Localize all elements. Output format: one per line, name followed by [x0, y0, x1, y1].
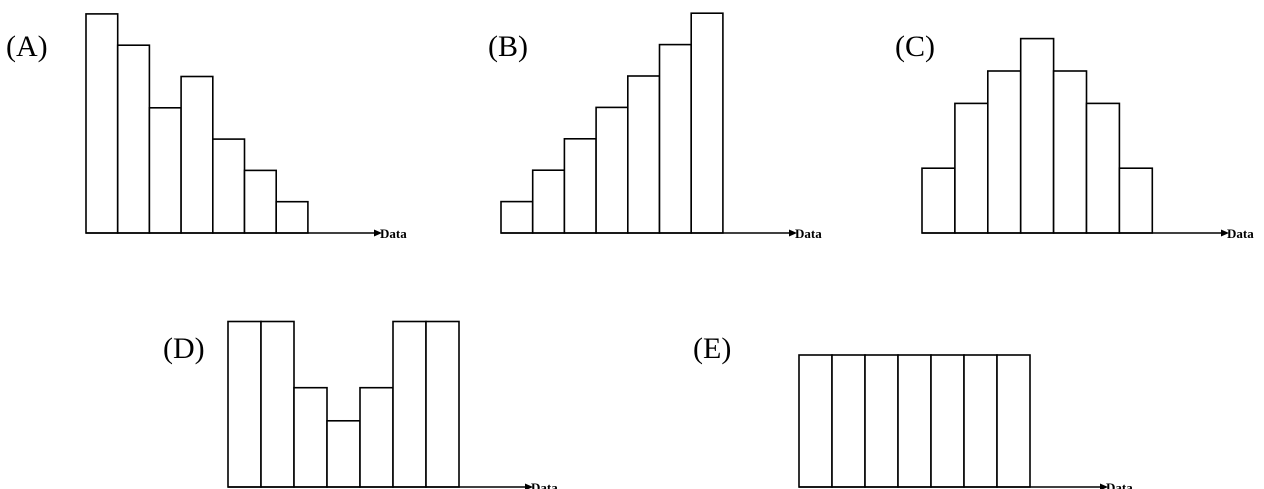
histogram-bar [531, 169, 566, 234]
histogram-panel: Data (A) [6, 13, 407, 241]
histogram-bar [148, 107, 182, 234]
histogram-bar [1085, 102, 1121, 234]
x-axis-label: Data [380, 226, 407, 241]
histogram-bar [930, 354, 965, 488]
x-axis-arrow-icon [374, 229, 382, 237]
x-axis-label: Data [1227, 226, 1254, 241]
histogram-bar [864, 354, 899, 488]
histogram-bar [831, 354, 866, 488]
panel-label: (E) [693, 332, 731, 365]
histogram-bar [595, 106, 629, 234]
histogram-bar [243, 169, 278, 234]
histogram-bar [275, 200, 309, 234]
histogram-bar [85, 13, 119, 234]
histogram-bar [690, 12, 724, 234]
panel-label: (D) [163, 332, 205, 365]
histogram-panel: Data (E) [693, 332, 1133, 489]
histogram-bar [425, 320, 460, 488]
histogram-bar [392, 320, 427, 488]
x-axis-arrow-icon [789, 229, 797, 237]
histogram-bar [212, 138, 246, 234]
histogram-bar [260, 320, 295, 488]
histogram-bar [897, 354, 932, 488]
histogram-bar [996, 354, 1031, 488]
x-axis-arrow-icon [1221, 229, 1229, 237]
histogram-bar [1052, 70, 1088, 234]
panel-label: (A) [6, 30, 48, 63]
histogram-panel: Data (D) [163, 320, 558, 489]
histogram-panel: Data (B) [488, 12, 822, 241]
histogram-panel: Data (C) [895, 30, 1254, 241]
x-axis-label: Data [795, 226, 822, 241]
histogram-bar [986, 70, 1022, 234]
histogram-bar [180, 75, 214, 234]
histogram-bar [293, 386, 328, 488]
histogram-bar [798, 354, 833, 488]
x-axis-arrow-icon [1100, 483, 1108, 489]
x-axis-arrow-icon [525, 483, 533, 489]
histogram-bar [227, 320, 262, 488]
histogram-bar [359, 386, 394, 488]
histogram-bar [500, 200, 534, 234]
panel-label: (C) [895, 30, 935, 63]
panel-label: (B) [488, 30, 528, 63]
histogram-bar [658, 43, 693, 234]
histogram-bar [326, 419, 361, 488]
histogram-bar [626, 75, 661, 234]
histogram-bar [963, 354, 998, 488]
histogram-bar [116, 44, 151, 234]
histogram-bar [563, 138, 597, 234]
histogram-bar [1019, 37, 1055, 234]
histogram-bar [1118, 167, 1154, 234]
histogram-bar [954, 102, 989, 234]
histogram-bar [921, 167, 956, 234]
x-axis-label: Data [1106, 480, 1133, 489]
x-axis-label: Data [531, 480, 558, 489]
